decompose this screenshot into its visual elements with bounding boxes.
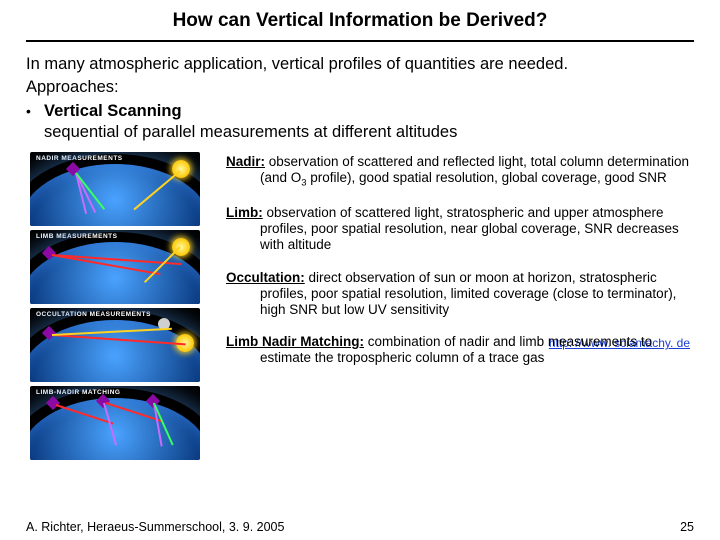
desc-occ-text: direct observation of sun or moon at hor… bbox=[260, 270, 676, 317]
intro-line-1: In many atmospheric application, vertica… bbox=[26, 54, 694, 75]
desc-occ-label: Occultation: bbox=[226, 270, 305, 285]
bullet-subtext: sequential of parallel measurements at d… bbox=[44, 122, 694, 143]
desc-limb-label: Limb: bbox=[226, 205, 263, 220]
desc-match-label: Limb Nadir Matching: bbox=[226, 334, 364, 349]
desc-nadir: Nadir: observation of scattered and refl… bbox=[226, 154, 694, 189]
desc-nadir-text-2: profile), good spatial resolution, globa… bbox=[307, 170, 667, 185]
desc-limb: Limb: observation of scattered light, st… bbox=[226, 205, 694, 254]
footer-author: A. Richter, Heraeus-Summerschool, 3. 9. … bbox=[26, 520, 284, 534]
figure-column: NADIR MEASUREMENTS LIMB MEASUREMENTS bbox=[30, 152, 212, 460]
footer: A. Richter, Heraeus-Summerschool, 3. 9. … bbox=[26, 520, 694, 534]
bullet-vertical-scanning: • Vertical Scanning bbox=[26, 101, 694, 122]
page-title: How can Vertical Information be Derived? bbox=[26, 10, 694, 40]
title-rule bbox=[26, 40, 694, 42]
desc-occultation: Occultation: direct observation of sun o… bbox=[226, 270, 694, 319]
bullet-label: Vertical Scanning bbox=[44, 101, 182, 122]
footer-page-number: 25 bbox=[680, 520, 694, 534]
fig-nadir: NADIR MEASUREMENTS bbox=[30, 152, 200, 226]
content-row: NADIR MEASUREMENTS LIMB MEASUREMENTS bbox=[26, 152, 694, 460]
fig-limb-nadir-matching: LIMB-NADIR MATCHING bbox=[30, 386, 200, 460]
desc-nadir-label: Nadir: bbox=[226, 154, 265, 169]
intro-line-2: Approaches: bbox=[26, 77, 694, 98]
fig-limb: LIMB MEASUREMENTS bbox=[30, 230, 200, 304]
desc-limb-nadir-matching: Limb Nadir Matching: combination of nadi… bbox=[226, 334, 694, 366]
description-column: Nadir: observation of scattered and refl… bbox=[212, 152, 694, 460]
desc-limb-text: observation of scattered light, stratosp… bbox=[260, 205, 679, 252]
bullet-dot: • bbox=[26, 102, 44, 120]
slide: How can Vertical Information be Derived?… bbox=[0, 0, 720, 540]
fig-occultation: OCCULTATION MEASUREMENTS bbox=[30, 308, 200, 382]
intro-block: In many atmospheric application, vertica… bbox=[26, 54, 694, 144]
